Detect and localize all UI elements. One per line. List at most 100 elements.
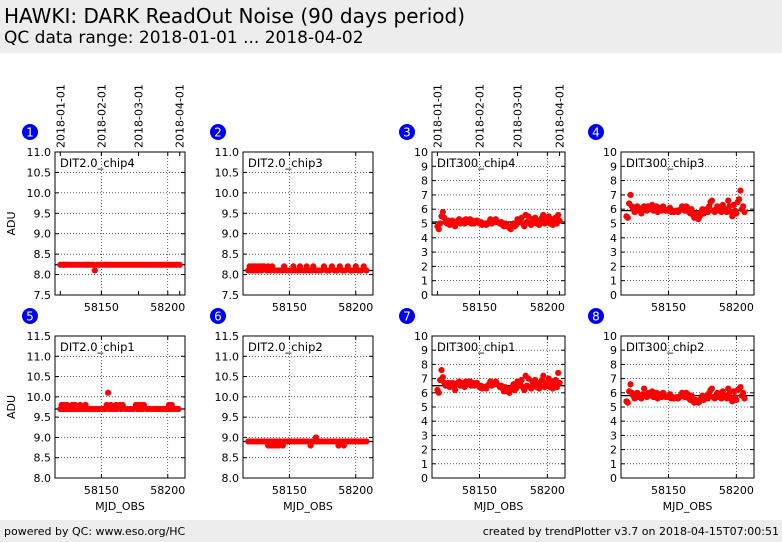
y-tick-label: 0 [421, 472, 428, 485]
data-point [704, 208, 711, 216]
y-tick-label: 0 [610, 472, 617, 485]
chart-panel-2: 7.5 8.0 8.5 9.0 9.5 10.0 10.5 11.0 58150 58200 DIT… [210, 124, 374, 314]
y-tick-label: 7 [610, 373, 617, 386]
chart-panel-5: 8.0 8.5 9.0 9.5 10.0 10.5 11.0 11.5 58150 58200 DI… [5, 308, 186, 513]
header-bar: HAWKI: DARK ReadOut Noise (90 days perio… [0, 0, 782, 53]
y-tick-label: 5 [610, 218, 617, 231]
data-point [439, 208, 446, 216]
y-tick-label: 11.0 [27, 350, 52, 363]
y-tick-label: 3 [610, 429, 617, 442]
y-tick-label: 0 [610, 289, 617, 302]
data-point [540, 372, 547, 379]
y-tick-label: 2 [421, 260, 428, 273]
panel-number-badge [399, 124, 415, 140]
data-point [733, 396, 740, 403]
x-tick-label: 58200 [719, 301, 754, 314]
y-tick-label: 11.5 [27, 330, 52, 343]
plot-frame [242, 335, 374, 479]
footer-generator: created by trendPlotter v3.7 on 2018-04-… [482, 525, 779, 538]
data-point [733, 210, 740, 217]
panel-label: DIT300_chip4 [437, 156, 515, 170]
y-tick-label: 9.0 [34, 228, 52, 241]
panel-number-badge [22, 124, 38, 140]
x-tick-label: 58200 [338, 301, 373, 314]
plot-frame [54, 151, 186, 296]
data-point [437, 220, 444, 227]
data-point [176, 261, 183, 268]
y-tick-label: 4 [610, 232, 617, 245]
y-tick-label: 1 [610, 458, 617, 471]
y-tick-label: 10.5 [27, 166, 52, 179]
y-axis-label: ADU [5, 395, 18, 419]
data-point [741, 395, 748, 402]
chart-panel-6: 8.0 8.5 9.0 9.5 10.0 10.5 11.0 11.5 58150 58200 DI… [210, 308, 374, 513]
x-tick-label: 58150 [462, 301, 497, 314]
y-tick-label: 11.0 [27, 146, 52, 159]
y-tick-label: 0 [421, 289, 428, 302]
panel-number: 7 [403, 310, 411, 324]
x-tick-label: 58150 [272, 484, 307, 497]
data-point [737, 187, 744, 194]
panel-number-badge [399, 308, 415, 324]
y-tick-label: 5 [421, 401, 428, 414]
y-tick-label: 9 [610, 344, 617, 357]
data-point [363, 438, 370, 445]
date-tick-label: 2018-04-01 [554, 84, 567, 148]
data-point [624, 399, 631, 406]
y-tick-label: 6 [421, 387, 428, 400]
y-tick-label: 5 [421, 218, 428, 231]
y-tick-label: 10.5 [215, 371, 240, 384]
data-point [624, 214, 631, 221]
y-tick-label: 7 [421, 189, 428, 202]
y-tick-label: 8.0 [222, 472, 240, 485]
panel-label: DIT300_chip3 [626, 156, 704, 170]
data-point [451, 386, 459, 394]
y-tick-label: 10.0 [215, 391, 240, 404]
data-point [627, 191, 634, 198]
panel-label: DIT2.0_chip4 [60, 156, 135, 170]
y-tick-label: 10.0 [27, 187, 52, 200]
x-tick-label: 58200 [530, 484, 565, 497]
panel-label: DIT2.0_chip2 [248, 340, 323, 354]
y-tick-label: 9 [421, 344, 428, 357]
y-tick-label: 10 [603, 146, 617, 159]
x-tick-label: 58200 [338, 484, 373, 497]
data-point [708, 385, 716, 392]
date-tick-label: 2018-01-01 [431, 84, 444, 148]
y-tick-label: 4 [610, 415, 617, 428]
y-tick-label: 10 [603, 330, 617, 343]
x-tick-label: 58200 [719, 484, 754, 497]
data-point [640, 385, 648, 392]
panel-label: DIT2.0_chip3 [248, 156, 323, 170]
y-tick-label: 1 [610, 275, 617, 288]
data-point [518, 376, 525, 384]
y-tick-label: 8.0 [34, 472, 52, 485]
panel-number: 1 [26, 126, 34, 140]
panel-label: DIT2.0_chip1 [60, 340, 135, 354]
data-point [737, 384, 744, 391]
x-axis-label: MJD_OBS [95, 500, 145, 513]
y-tick-label: 11.5 [215, 330, 240, 343]
y-tick-label: 10 [414, 330, 428, 343]
data-point [439, 374, 446, 381]
date-tick-label: 2018-02-01 [474, 84, 487, 148]
x-tick-label: 58200 [150, 484, 185, 497]
y-tick-label: 10.5 [215, 166, 240, 179]
data-point [725, 197, 732, 204]
y-tick-label: 8.0 [222, 269, 240, 282]
y-tick-label: 8 [421, 358, 428, 371]
data-point [91, 267, 98, 274]
y-axis-label: ADU [5, 211, 18, 235]
y-tick-label: 1 [421, 458, 428, 471]
data-point [688, 392, 695, 399]
y-tick-label: 3 [421, 429, 428, 442]
panel-number: 4 [592, 126, 600, 140]
data-point [556, 379, 563, 386]
date-tick-label: 2018-02-01 [95, 84, 108, 148]
y-tick-label: 8 [610, 175, 617, 188]
